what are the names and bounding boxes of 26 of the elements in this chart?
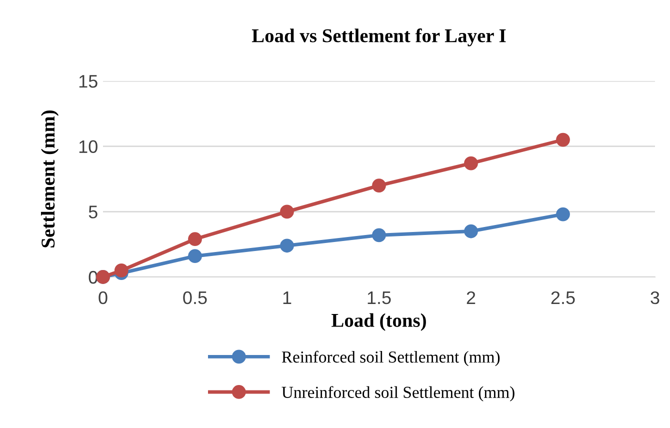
legend-label: Reinforced soil Settlement (mm) xyxy=(282,350,500,366)
x-axis-title: Load (tons) xyxy=(332,313,426,331)
y-tick-label: 15 xyxy=(79,75,98,88)
x-tick-label: 1.5 xyxy=(368,292,391,304)
y-axis-title: Settlement (mm) xyxy=(40,110,59,248)
point xyxy=(464,156,478,170)
point xyxy=(372,178,386,192)
x-tick-label: 3 xyxy=(650,291,660,304)
point xyxy=(372,228,386,242)
x-tick-label: 2 xyxy=(466,291,476,304)
x-tick-label: 0 xyxy=(98,291,108,304)
point xyxy=(114,264,128,278)
point xyxy=(280,204,294,219)
point xyxy=(188,249,202,264)
point xyxy=(556,207,570,222)
x-tick-label: 1 xyxy=(283,292,292,304)
x-tick-label: 2.5 xyxy=(551,291,575,304)
x-tick-label: 0.5 xyxy=(183,291,207,304)
point xyxy=(556,132,570,147)
legend-label: Unreinforced soil Settlement (mm) xyxy=(282,386,514,402)
chart-title: Load vs Settlement for Layer I xyxy=(252,28,506,46)
point xyxy=(188,232,202,246)
y-tick-label: 5 xyxy=(88,206,98,218)
y-tick-label: 10 xyxy=(79,140,98,154)
point xyxy=(464,224,478,238)
point xyxy=(280,238,294,253)
